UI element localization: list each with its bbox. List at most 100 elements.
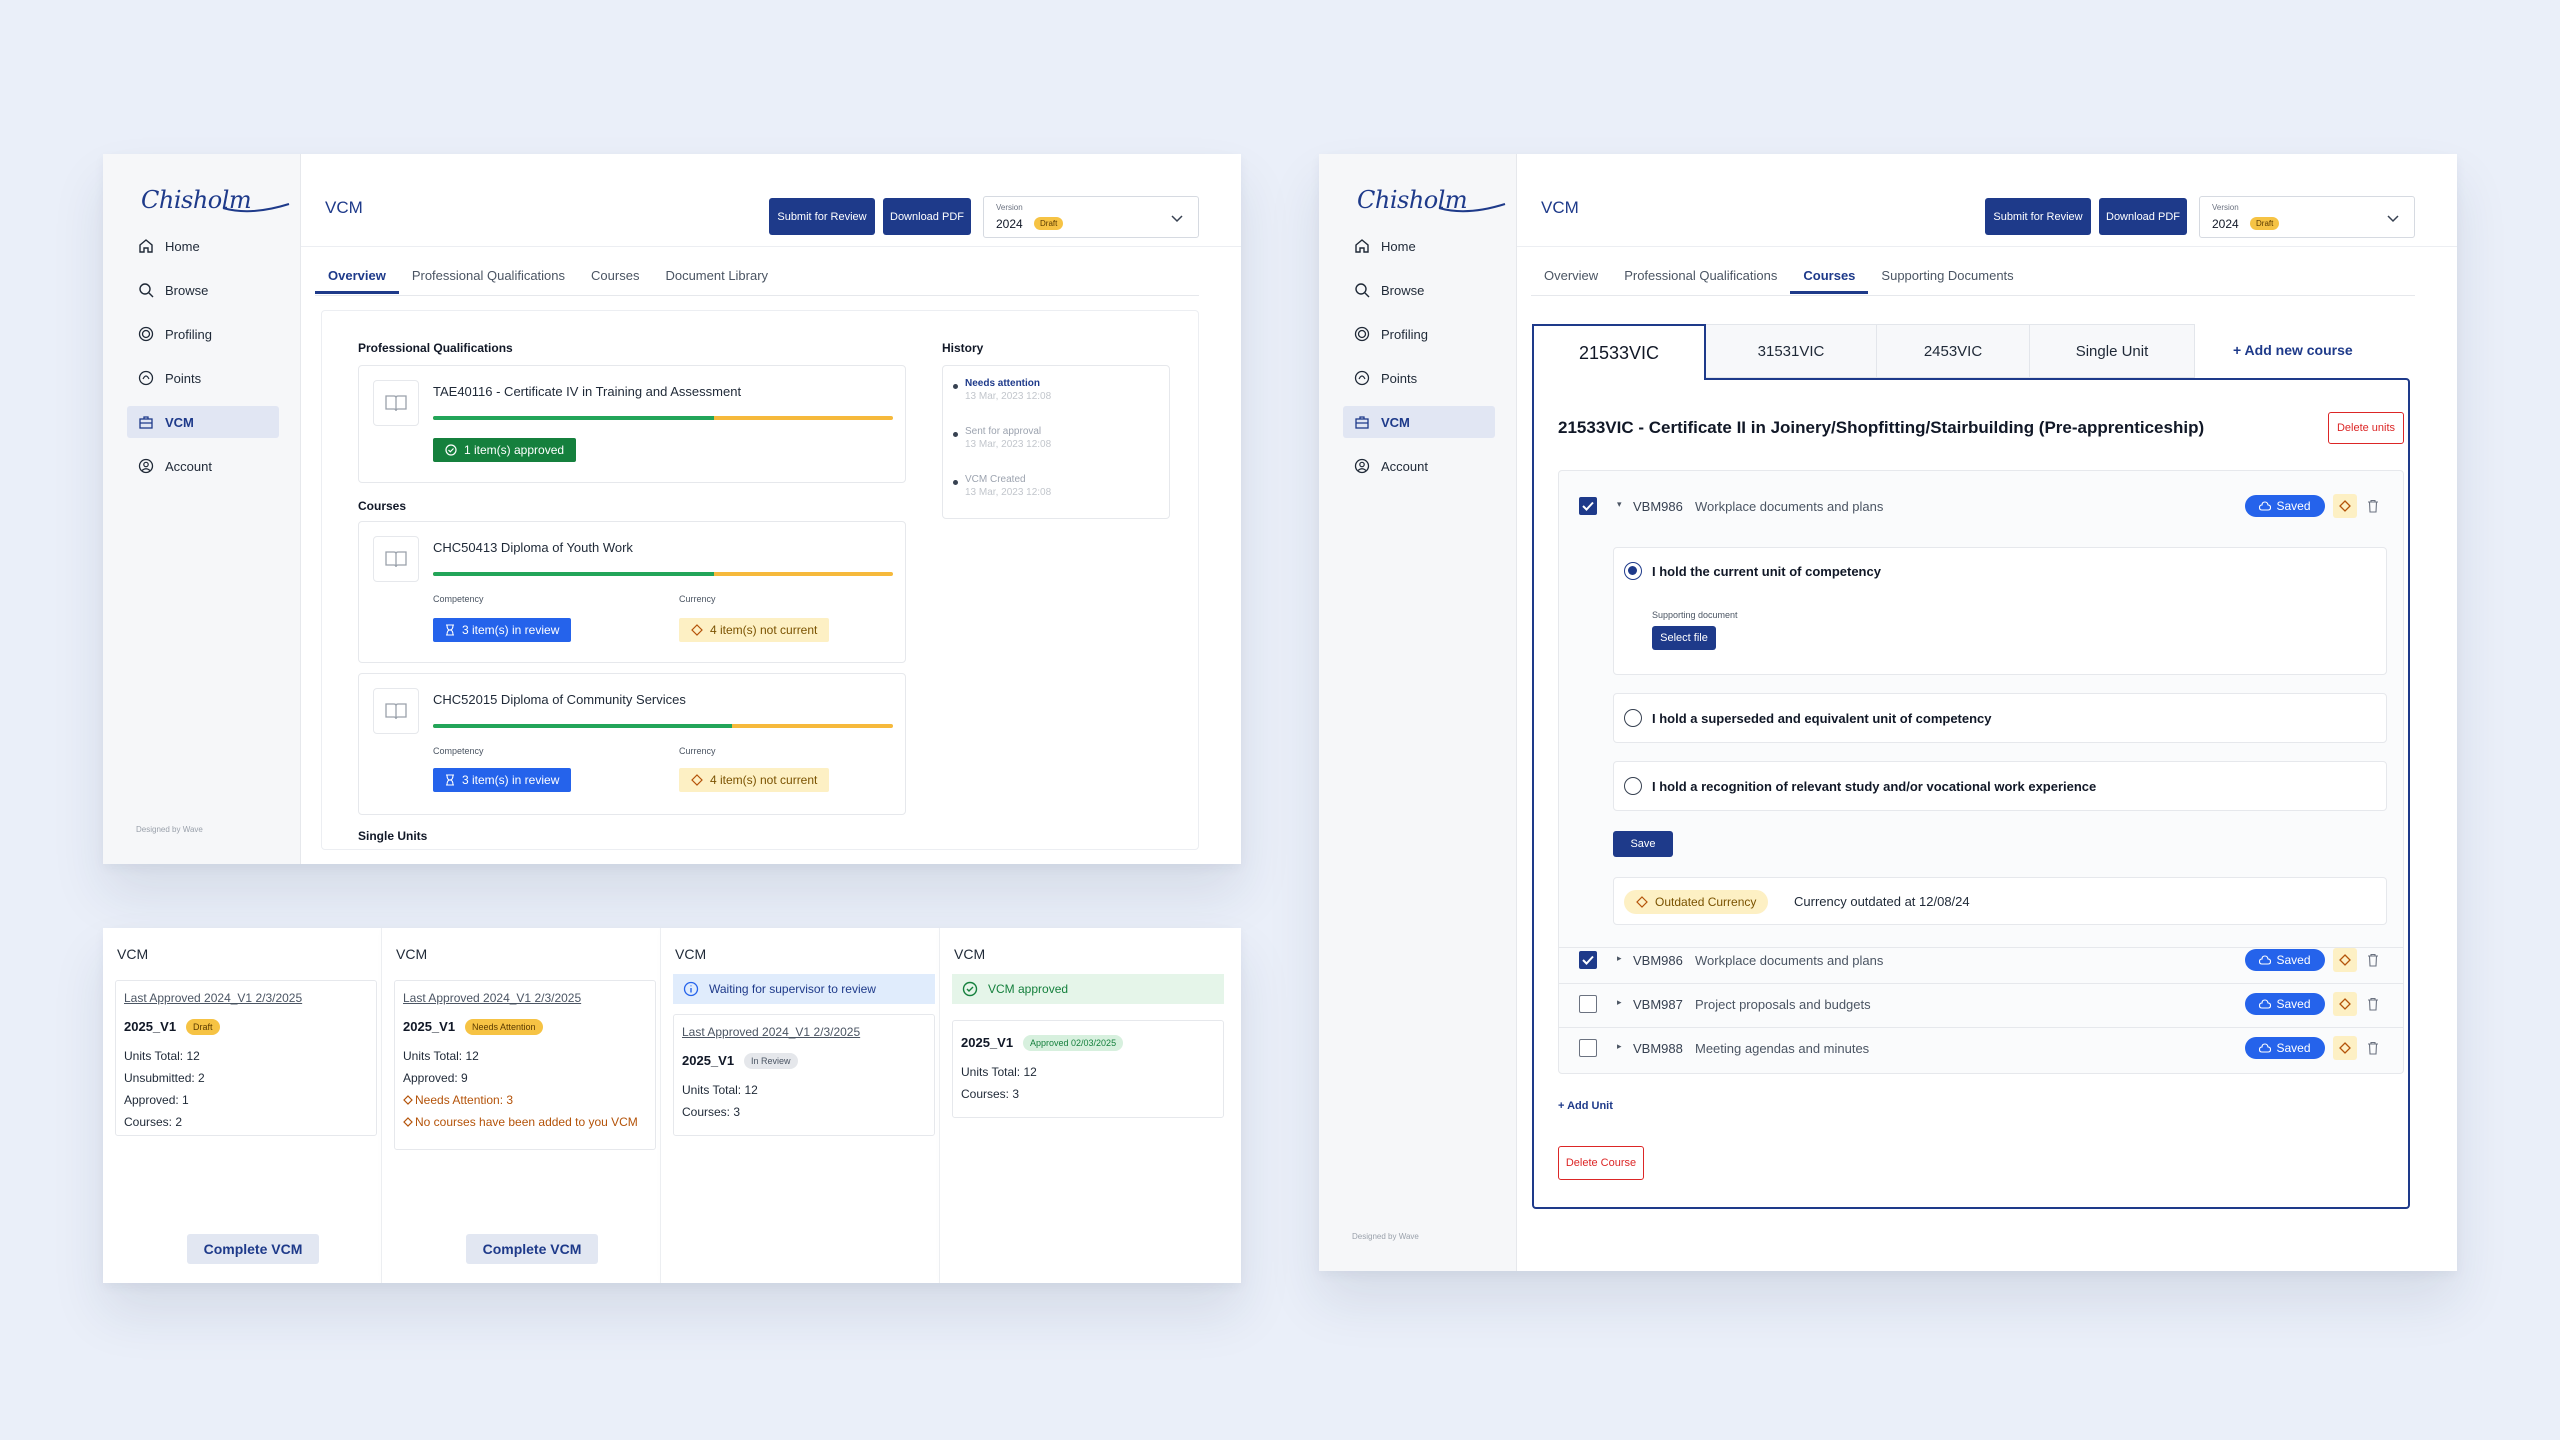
unit-code: VBM987 bbox=[1633, 997, 1683, 1012]
currency-button[interactable] bbox=[2333, 948, 2357, 972]
complete-vcm-button[interactable]: Complete VCM bbox=[187, 1234, 319, 1264]
delete-course-button[interactable]: Delete Course bbox=[1558, 1146, 1644, 1180]
history-title: History bbox=[942, 341, 984, 355]
last-approved-link[interactable]: Last Approved 2024_V1 2/3/2025 bbox=[682, 1025, 861, 1039]
history-item-date: 13 Mar, 2023 12:08 bbox=[965, 391, 1052, 402]
version-value: 2024 bbox=[996, 217, 1023, 231]
vcm-card-summary: Last Approved 2024_V1 2/3/2025 2025_V1 N… bbox=[394, 980, 656, 1150]
version-select[interactable]: Version 2024 Draft bbox=[2199, 196, 2415, 238]
points-icon bbox=[137, 369, 155, 387]
trash-icon[interactable] bbox=[2365, 498, 2381, 514]
logo-swoosh-icon bbox=[1438, 203, 1506, 213]
sidebar-item-vcm[interactable]: VCM bbox=[127, 406, 279, 438]
tab-professional-qualifications[interactable]: Professional Qualifications bbox=[1624, 268, 1778, 283]
sidebar-item-label: Profiling bbox=[165, 326, 212, 342]
last-approved-link[interactable]: Last Approved 2024_V1 2/3/2025 bbox=[403, 991, 582, 1005]
version-label: Version bbox=[996, 203, 1023, 212]
tab-courses[interactable]: Courses bbox=[591, 268, 640, 283]
sidebar-item-points[interactable]: Points bbox=[127, 362, 279, 394]
option-current-unit[interactable]: I hold the current unit of competency Su… bbox=[1613, 547, 2387, 675]
add-unit-link[interactable]: + Add Unit bbox=[1558, 1100, 1613, 1112]
history-item: VCM Created 13 Mar, 2023 12:08 bbox=[953, 474, 1051, 498]
tab-courses[interactable]: Courses bbox=[1790, 264, 1869, 296]
submit-for-review-button[interactable]: Submit for Review bbox=[1985, 198, 2091, 235]
download-pdf-button[interactable]: Download PDF bbox=[883, 198, 971, 235]
select-file-button[interactable]: Select file bbox=[1652, 626, 1716, 650]
submit-for-review-button[interactable]: Submit for Review bbox=[769, 198, 875, 235]
version-label: Version bbox=[2212, 203, 2239, 212]
sidebar-item-label: Home bbox=[1381, 238, 1416, 254]
sidebar-item-points[interactable]: Points bbox=[1343, 362, 1495, 394]
vcm-card-needs-attention: VCM Last Approved 2024_V1 2/3/2025 2025_… bbox=[382, 928, 661, 1283]
course-card[interactable]: CHC50413 Diploma of Youth Work Competenc… bbox=[358, 521, 906, 663]
tab-overview[interactable]: Overview bbox=[1544, 268, 1599, 283]
sidebar-item-profiling[interactable]: Profiling bbox=[127, 318, 279, 350]
trash-icon[interactable] bbox=[2365, 1040, 2381, 1056]
course-tab-2453vic[interactable]: 2453VIC bbox=[1876, 324, 2030, 378]
vcm-card-title: VCM bbox=[954, 946, 986, 962]
chevron-right-icon[interactable]: ▸ bbox=[1617, 997, 1622, 1007]
tab-overview[interactable]: Overview bbox=[315, 264, 399, 296]
draft-badge: Draft bbox=[1034, 217, 1064, 230]
sidebar-item-home[interactable]: Home bbox=[127, 230, 279, 262]
designed-by: Designed by Wave bbox=[1352, 1232, 1419, 1241]
last-approved-link[interactable]: Last Approved 2024_V1 2/3/2025 bbox=[124, 991, 303, 1005]
warning-line: No courses have been added to you VCM bbox=[415, 1115, 638, 1129]
currency-button[interactable] bbox=[2333, 1036, 2357, 1060]
course-tab-21533vic[interactable]: 21533VIC bbox=[1532, 324, 1706, 380]
currency-label: Currency bbox=[679, 746, 716, 756]
tab-document-library[interactable]: Document Library bbox=[665, 268, 769, 283]
course-title: CHC50413 Diploma of Youth Work bbox=[433, 540, 633, 555]
unit-checkbox[interactable] bbox=[1579, 951, 1597, 969]
sidebar-item-account[interactable]: Account bbox=[127, 450, 279, 482]
currency-button[interactable] bbox=[2333, 992, 2357, 1016]
chevron-down-icon[interactable]: ▾ bbox=[1617, 499, 1622, 509]
overview-content: Professional Qualifications TAE40116 - C… bbox=[321, 310, 1199, 850]
radio-recognition[interactable] bbox=[1624, 777, 1642, 795]
pill-label: 4 item(s) not current bbox=[710, 623, 818, 637]
unit-checkbox[interactable] bbox=[1579, 497, 1597, 515]
diamond-icon bbox=[403, 1095, 413, 1105]
chevron-down-icon bbox=[2387, 215, 2399, 223]
course-tab-31531vic[interactable]: 31531VIC bbox=[1705, 324, 1877, 378]
vcm-card-title: VCM bbox=[117, 946, 149, 962]
unit-name: Project proposals and budgets bbox=[1695, 997, 1871, 1012]
chevron-right-icon[interactable]: ▸ bbox=[1617, 953, 1622, 963]
tab-professional-qualifications[interactable]: Professional Qualifications bbox=[411, 268, 566, 283]
radio-superseded-unit[interactable] bbox=[1624, 709, 1642, 727]
version-select[interactable]: Version 2024 Draft bbox=[983, 196, 1199, 238]
stat-line: Courses: 3 bbox=[961, 1087, 1020, 1101]
pill-label: 1 item(s) approved bbox=[464, 443, 565, 457]
option-superseded-unit[interactable]: I hold a superseded and equivalent unit … bbox=[1613, 693, 2387, 743]
sidebar-item-home[interactable]: Home bbox=[1343, 230, 1495, 262]
sidebar-item-vcm[interactable]: VCM bbox=[1343, 406, 1495, 438]
sidebar-item-account[interactable]: Account bbox=[1343, 450, 1495, 482]
delete-units-button[interactable]: Delete units bbox=[2328, 412, 2404, 444]
unit-checkbox[interactable] bbox=[1579, 995, 1597, 1013]
sidebar-item-browse[interactable]: Browse bbox=[1343, 274, 1495, 306]
tab-supporting-documents[interactable]: Supporting Documents bbox=[1881, 268, 2014, 283]
course-tab-single-unit[interactable]: Single Unit bbox=[2029, 324, 2195, 378]
status-badge: Draft bbox=[186, 1019, 220, 1035]
trash-icon[interactable] bbox=[2365, 996, 2381, 1012]
sidebar-item-browse[interactable]: Browse bbox=[127, 274, 279, 306]
chevron-right-icon[interactable]: ▸ bbox=[1617, 1041, 1622, 1051]
cloud-icon bbox=[2259, 999, 2272, 1009]
radio-current-unit[interactable] bbox=[1624, 562, 1642, 580]
download-pdf-button[interactable]: Download PDF bbox=[2099, 198, 2187, 235]
sidebar-item-profiling[interactable]: Profiling bbox=[1343, 318, 1495, 350]
add-new-course-link[interactable]: + Add new course bbox=[2233, 342, 2353, 358]
qualification-card[interactable]: TAE40116 - Certificate IV in Training an… bbox=[358, 365, 906, 483]
book-icon bbox=[373, 688, 419, 734]
vcm-card-title: VCM bbox=[396, 946, 428, 962]
option-recognition[interactable]: I hold a recognition of relevant study a… bbox=[1613, 761, 2387, 811]
course-card[interactable]: CHC52015 Diploma of Community Services C… bbox=[358, 673, 906, 815]
progress-bar bbox=[433, 572, 893, 576]
currency-button[interactable] bbox=[2333, 494, 2357, 518]
sidebar: Chisholm Home Browse Profiling Points VC… bbox=[1319, 154, 1517, 1271]
complete-vcm-button[interactable]: Complete VCM bbox=[466, 1234, 598, 1264]
save-button[interactable]: Save bbox=[1613, 831, 1673, 857]
history-list: Needs attention 13 Mar, 2023 12:08 Sent f… bbox=[942, 365, 1170, 519]
trash-icon[interactable] bbox=[2365, 952, 2381, 968]
unit-checkbox[interactable] bbox=[1579, 1039, 1597, 1057]
